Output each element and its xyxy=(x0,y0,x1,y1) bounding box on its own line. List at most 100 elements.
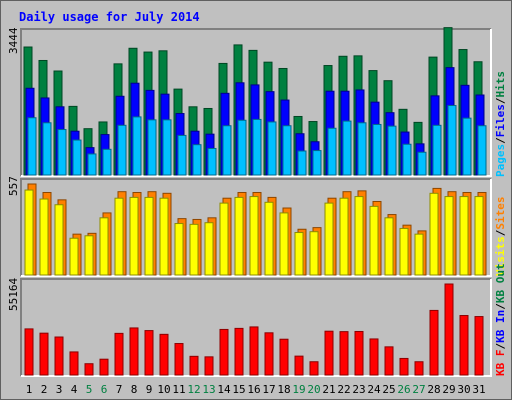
bar-pages-day-1 xyxy=(27,117,37,176)
chart-title: Daily usage for July 2014 xyxy=(19,10,200,24)
bar-pages-day-21 xyxy=(327,127,337,176)
bar-kbf-day-1 xyxy=(24,328,34,376)
bar-pages-day-27 xyxy=(417,151,427,176)
bar-visits-day-12 xyxy=(189,223,199,276)
bar-visits-day-1 xyxy=(24,189,34,276)
bar-visits-day-29 xyxy=(444,196,454,276)
bar-visits-day-25 xyxy=(384,217,394,276)
bar-kbf-day-5 xyxy=(84,363,94,376)
x-tick-label-day-23: 23 xyxy=(352,383,365,396)
bar-kbf-day-25 xyxy=(384,346,394,376)
x-tick-label-day-3: 3 xyxy=(56,383,63,396)
bar-kbf-day-14 xyxy=(219,328,229,376)
bar-pages-day-31 xyxy=(477,125,487,176)
bar-pages-day-16 xyxy=(252,118,262,176)
bar-visits-day-24 xyxy=(369,205,379,276)
bar-pages-day-20 xyxy=(312,150,322,176)
bar-pages-day-2 xyxy=(42,122,52,176)
bar-visits-day-28 xyxy=(429,192,439,276)
bar-pages-day-26 xyxy=(402,143,412,176)
x-tick-label-day-31: 31 xyxy=(472,383,485,396)
bar-pages-day-25 xyxy=(387,125,397,176)
x-axis-labels: 1 2 3 4 5 6 7 8 9 10 11 12 13 14 15 16 17 18 19 20 21 22 23 24 2… xyxy=(26,383,486,396)
bar-kbf-day-30 xyxy=(459,315,469,376)
bar-kbf-day-28 xyxy=(429,309,439,376)
bar-visits-day-18 xyxy=(279,212,289,276)
bar-visits-day-5 xyxy=(84,235,94,276)
bar-visits-day-26 xyxy=(399,227,409,276)
x-tick-label-day-10: 10 xyxy=(157,383,170,396)
bar-kbf-day-19 xyxy=(294,355,304,376)
x-tick-label-day-11: 11 xyxy=(172,383,185,396)
bar-pages-day-9 xyxy=(147,119,157,176)
x-tick-label-day-15: 15 xyxy=(232,383,245,396)
legend-sep-4: / xyxy=(494,343,507,350)
bar-visits-day-9 xyxy=(144,196,154,276)
bar-visits-day-15 xyxy=(234,196,244,276)
legend-sep-1: / xyxy=(494,137,507,144)
bar-pages-day-12 xyxy=(192,144,202,176)
legend-sep-5: / xyxy=(494,303,507,310)
bar-pages-day-7 xyxy=(117,124,127,176)
x-tick-label-day-26: 26 xyxy=(397,383,410,396)
bar-pages-day-17 xyxy=(267,121,277,176)
bar-kbf-day-10 xyxy=(159,333,169,376)
x-tick-label-day-19: 19 xyxy=(292,383,305,396)
bar-visits-day-19 xyxy=(294,232,304,276)
legend-sites: Sites xyxy=(494,197,507,230)
bar-visits-day-27 xyxy=(414,233,424,276)
bar-kbf-day-22 xyxy=(339,331,349,376)
x-tick-label-day-17: 17 xyxy=(262,383,275,396)
bar-visits-day-30 xyxy=(459,196,469,276)
x-tick-label-day-28: 28 xyxy=(427,383,440,396)
x-tick-label-day-24: 24 xyxy=(367,383,381,396)
bar-visits-day-14 xyxy=(219,202,229,276)
bar-kbf-day-31 xyxy=(474,316,484,376)
usage-legend: Pages/Files/Hits xyxy=(494,71,507,177)
x-tick-label-day-4: 4 xyxy=(71,383,78,396)
legend-visits: Visits xyxy=(494,236,507,276)
bar-pages-day-22 xyxy=(342,120,352,176)
bar-pages-day-10 xyxy=(162,119,172,176)
bar-pages-day-15 xyxy=(237,119,247,176)
bar-kbf-day-13 xyxy=(204,356,214,376)
legend-pages: Pages xyxy=(494,144,507,177)
usage-ymax-label: 3444 xyxy=(7,27,20,54)
legend-files: Files xyxy=(494,104,507,137)
bar-kbf-day-24 xyxy=(369,338,379,376)
bar-visits-day-17 xyxy=(264,201,274,276)
bar-pages-day-24 xyxy=(372,123,382,176)
bar-pages-day-5 xyxy=(87,153,97,176)
bar-kbf-day-9 xyxy=(144,330,154,376)
bar-kbf-day-15 xyxy=(234,327,244,376)
bar-pages-day-30 xyxy=(462,117,472,176)
bar-kbf-day-2 xyxy=(39,332,49,376)
kbytes-legend: KB F/KB In/KB Out xyxy=(494,263,507,376)
bar-pages-day-4 xyxy=(72,139,82,176)
x-tick-label-day-2: 2 xyxy=(41,383,48,396)
bar-pages-day-28 xyxy=(432,124,442,176)
x-tick-label-day-1: 1 xyxy=(26,383,33,396)
legend-kb-in: KB In xyxy=(494,310,507,343)
legend-hits: Hits xyxy=(494,71,507,98)
bar-visits-day-31 xyxy=(474,196,484,276)
x-tick-label-day-27: 27 xyxy=(412,383,425,396)
bar-pages-day-11 xyxy=(177,134,187,176)
bar-kbf-day-8 xyxy=(129,327,139,376)
bar-visits-day-2 xyxy=(39,198,49,276)
bar-visits-day-8 xyxy=(129,196,139,276)
bar-pages-day-3 xyxy=(57,129,67,176)
bar-kbf-day-26 xyxy=(399,357,409,376)
bar-kbf-day-18 xyxy=(279,338,289,376)
bar-pages-day-23 xyxy=(357,122,367,176)
visits-ymax-label: 557 xyxy=(7,176,20,196)
bar-pages-day-19 xyxy=(297,150,307,176)
bar-kbf-day-7 xyxy=(114,332,124,376)
x-tick-label-day-16: 16 xyxy=(247,383,260,396)
bar-kbf-day-27 xyxy=(414,361,424,376)
x-tick-label-day-18: 18 xyxy=(277,383,290,396)
bar-visits-day-6 xyxy=(99,217,109,276)
bar-pages-day-29 xyxy=(447,105,457,176)
bar-kbf-day-17 xyxy=(264,332,274,376)
